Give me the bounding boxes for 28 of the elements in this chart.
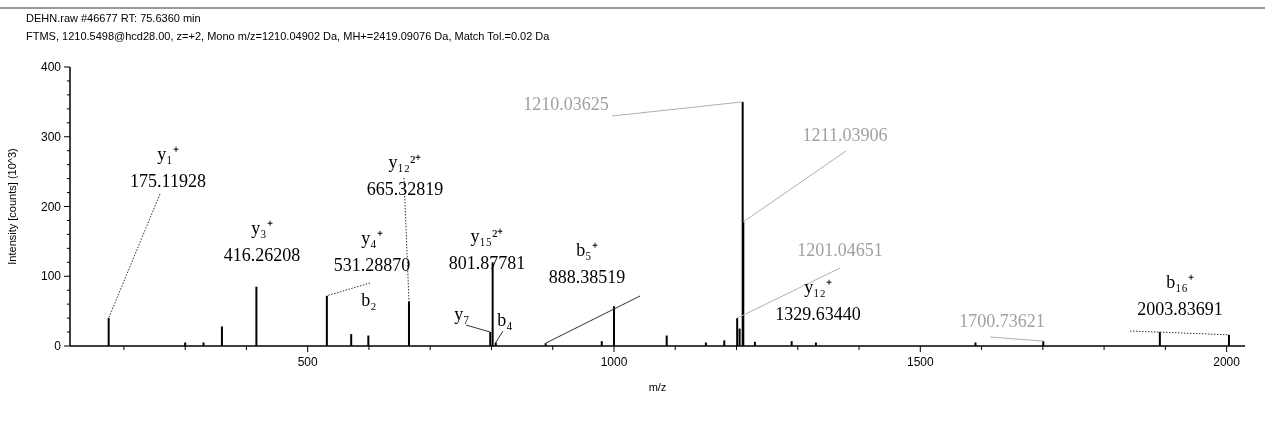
y-tick-label: 100: [40, 269, 62, 284]
annotation: y₁⁺ 175.11928: [130, 144, 206, 191]
chart-title: DEHN.raw #46677 RT: 75.6360 min: [26, 12, 201, 24]
annotation: y₁₂²⁺ 665.32819: [366, 152, 444, 199]
x-tick-label: 1000: [600, 355, 628, 369]
annotation: 1210.03625: [523, 94, 609, 114]
chart-subtitle: FTMS, 1210.5498@hcd28.00, z=+2, Mono m/z=1210.04902 Da, MH+=2419.09076 Da, Match Tol.=0.02 Da: [26, 30, 551, 42]
y-axis-title: Intensity [counts] (10^3): [6, 148, 18, 265]
annotation: b₅⁺ 888.38519: [548, 240, 626, 287]
x-axis-title: m/z: [648, 381, 667, 393]
y-tick-label: 400: [40, 60, 62, 74]
y-tick-label: 300: [40, 129, 62, 144]
annotation: y₁₂⁺ 1329.63440: [775, 277, 861, 324]
annotation: 1700.73621: [959, 311, 1045, 331]
x-tick-label: 2000: [1213, 355, 1241, 369]
annotation: b₂: [361, 290, 377, 310]
annotation: y₇: [454, 304, 470, 324]
x-tick-label: 500: [297, 355, 319, 369]
y-tick-label: 0: [54, 339, 62, 353]
annotation: 1201.04651: [797, 240, 883, 260]
y-tick-label: 200: [40, 199, 62, 214]
annotation: y₃⁺ 416.26208: [223, 218, 301, 265]
annotation: 1211.03906: [802, 125, 888, 145]
x-tick-label: 1500: [906, 355, 934, 369]
annotation: y₄⁺ 531.28870: [333, 228, 411, 275]
annotation: y₁₅²⁺ 801.87781: [448, 226, 526, 273]
annotation: b₄: [497, 310, 513, 330]
annotation: b₁₆⁺ 2003.83691: [1137, 272, 1223, 319]
